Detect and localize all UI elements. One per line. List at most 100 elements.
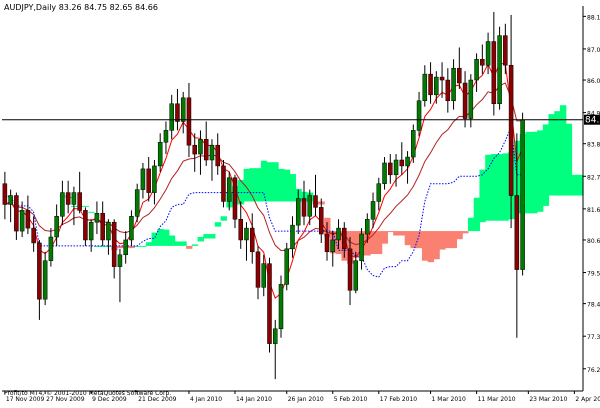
candle xyxy=(169,94,174,140)
candle-body xyxy=(123,239,128,256)
candle-body xyxy=(422,73,428,102)
candle xyxy=(411,124,416,163)
candle-body xyxy=(347,248,353,291)
cloud-segment xyxy=(479,169,486,223)
candle xyxy=(25,195,31,235)
y-tick-label: 76.25 xyxy=(587,367,600,374)
cloud-segment xyxy=(485,154,492,221)
candle-body xyxy=(152,165,157,193)
candle xyxy=(14,192,19,240)
cloud-segment xyxy=(249,168,256,202)
candle xyxy=(497,26,502,110)
candle-body xyxy=(65,192,71,205)
candle xyxy=(226,171,232,211)
cloud-segment xyxy=(387,231,394,233)
candle xyxy=(106,219,111,255)
x-tick-label: 11 Mar 2010 xyxy=(478,396,516,403)
candle xyxy=(434,71,439,104)
candle-body xyxy=(54,216,59,238)
x-tick-label: 2 Apr 2010 xyxy=(575,396,600,403)
candle-body xyxy=(37,242,42,300)
candle-body xyxy=(445,79,451,102)
candle-body xyxy=(474,59,479,81)
candle xyxy=(485,32,491,75)
candle xyxy=(42,251,48,306)
candle xyxy=(54,204,59,246)
candle xyxy=(31,216,36,252)
cloud-segment xyxy=(404,231,412,246)
candle-body xyxy=(416,100,422,131)
cloud-segment xyxy=(398,231,406,236)
candle-body xyxy=(393,159,399,176)
candle-body xyxy=(255,251,261,288)
candle xyxy=(336,219,341,249)
cloud-segment xyxy=(565,123,573,196)
candle xyxy=(175,88,180,131)
cloud-segment xyxy=(473,197,481,232)
candle xyxy=(365,213,370,243)
x-tick-label: 21 Dec 2009 xyxy=(138,396,177,403)
candle xyxy=(198,130,203,175)
candle-body xyxy=(267,263,272,344)
candle-body xyxy=(301,198,307,217)
candle xyxy=(318,198,324,243)
candle-body xyxy=(209,144,215,161)
cloud-segment xyxy=(272,162,279,202)
candle-body xyxy=(157,141,163,167)
cloud-segment xyxy=(99,245,107,247)
candle-body xyxy=(129,216,134,241)
candle xyxy=(520,112,525,276)
candle-body xyxy=(451,67,456,102)
candle-body xyxy=(175,103,180,122)
cloud-segment xyxy=(393,231,400,236)
candle-body xyxy=(457,67,462,84)
x-tick-label: 1 Mar 2010 xyxy=(432,396,466,403)
y-tick-label: 81.65 xyxy=(587,207,600,214)
candle-body xyxy=(198,139,203,155)
candle-body xyxy=(19,210,25,232)
cloud-segment xyxy=(416,231,423,249)
cloud-segment xyxy=(467,217,475,232)
candle-body xyxy=(480,59,485,66)
cloud-segment xyxy=(260,160,268,202)
candle xyxy=(255,245,261,300)
candle-body xyxy=(14,195,19,232)
y-tick-label: 83.85 xyxy=(587,142,600,149)
candle xyxy=(330,231,336,267)
y-tick-label: 88.15 xyxy=(587,14,600,21)
x-tick-label: 26 Jan 2010 xyxy=(288,396,324,403)
candle xyxy=(111,219,117,279)
cloud-segment xyxy=(283,169,291,202)
candle xyxy=(347,237,353,306)
candle-body xyxy=(376,183,382,202)
candle xyxy=(209,139,215,181)
candle-body xyxy=(8,195,13,205)
y-tick-label: 82.75 xyxy=(587,174,600,181)
cloud-segment xyxy=(427,231,435,263)
candle xyxy=(215,133,220,175)
candle xyxy=(203,121,209,166)
cloud-segment xyxy=(88,211,95,213)
cloud-segment xyxy=(439,231,446,250)
cloud-segment xyxy=(186,245,193,249)
candle xyxy=(8,189,13,223)
candle-body xyxy=(428,73,433,96)
candle-body xyxy=(324,233,330,253)
cloud-segment xyxy=(128,245,135,249)
candle-body xyxy=(295,198,301,226)
cloud-segment xyxy=(117,245,124,249)
candle-body xyxy=(140,168,146,190)
cloud-segment xyxy=(559,105,567,196)
y-tick-label: 79.50 xyxy=(587,271,600,278)
candle-body xyxy=(31,227,36,244)
cloud-segment xyxy=(571,174,578,196)
candle-body xyxy=(226,177,232,202)
candle-body xyxy=(88,221,94,241)
candle-body xyxy=(111,221,117,267)
candle xyxy=(60,180,65,226)
candle xyxy=(65,180,71,214)
candle-body xyxy=(462,82,468,119)
candle xyxy=(428,62,433,104)
cloud-segment xyxy=(496,154,504,221)
candle xyxy=(180,91,186,134)
